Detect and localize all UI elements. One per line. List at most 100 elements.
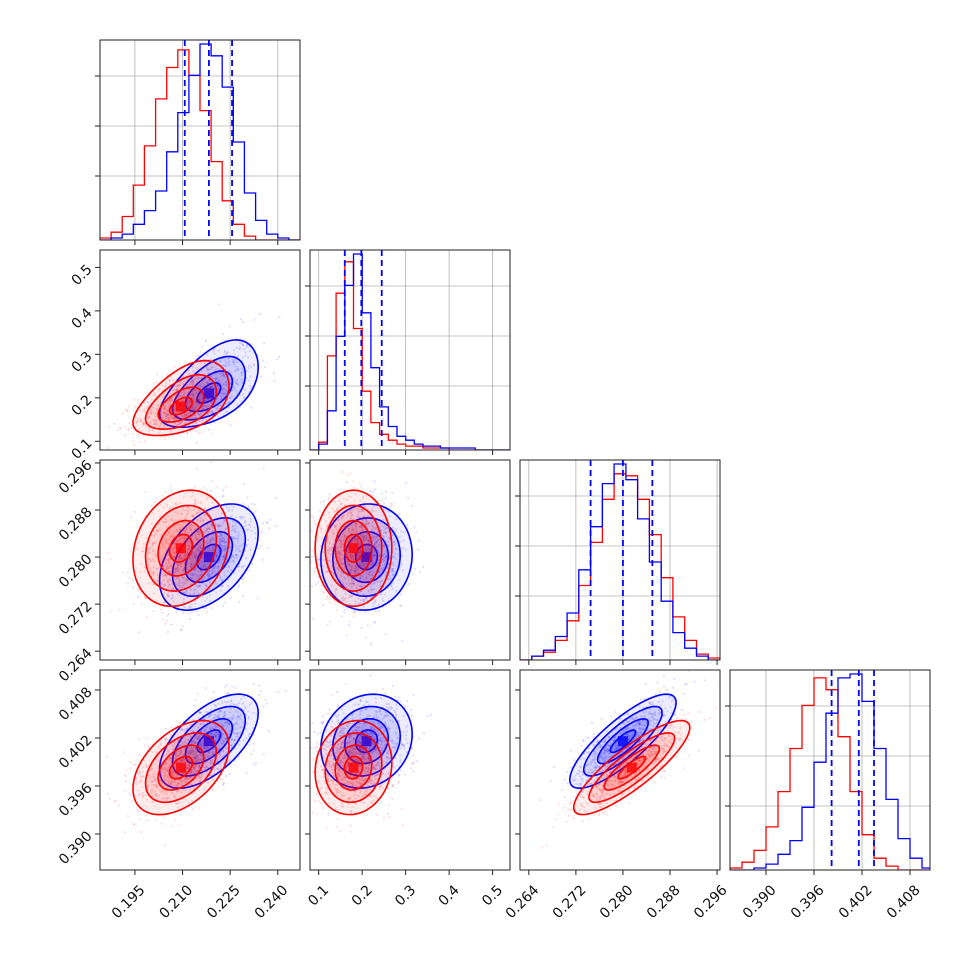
sample-point	[193, 756, 196, 759]
sample-point	[222, 374, 225, 377]
sample-point	[164, 622, 167, 625]
sample-point	[232, 505, 235, 508]
sample-point	[333, 600, 336, 603]
sample-point	[223, 713, 226, 716]
sample-point	[350, 514, 353, 517]
sample-point	[170, 518, 173, 521]
sample-point	[200, 773, 203, 777]
sample-point	[351, 480, 354, 483]
sample-point	[148, 427, 151, 430]
sample-point	[310, 514, 313, 517]
sample-point	[357, 516, 360, 519]
sample-point	[175, 611, 178, 614]
sample-point	[393, 543, 396, 547]
sample-point	[287, 588, 289, 590]
sample-point	[126, 815, 129, 818]
sample-point	[238, 565, 241, 568]
panel-frame	[519, 459, 721, 661]
sample-point	[342, 535, 345, 538]
sample-point	[217, 378, 220, 382]
sample-point	[165, 574, 168, 578]
sample-point	[236, 733, 239, 736]
sample-point	[355, 525, 358, 528]
sample-point	[392, 561, 395, 565]
sample-point	[110, 610, 113, 613]
sample-point	[219, 540, 222, 543]
sample-point	[221, 732, 224, 735]
sample-point	[352, 615, 355, 618]
sample-point	[168, 380, 171, 383]
sample-point	[234, 710, 237, 713]
sample-point	[194, 532, 197, 536]
sample-point	[371, 524, 374, 528]
sample-point	[172, 748, 175, 751]
sample-point	[152, 412, 155, 415]
sample-point	[245, 544, 248, 548]
sample-point	[181, 728, 184, 731]
sample-point	[252, 763, 255, 766]
sample-point	[128, 421, 131, 425]
sample-point	[370, 511, 373, 514]
sample-point	[219, 543, 222, 546]
sample-point	[152, 558, 155, 561]
sample-point	[254, 532, 257, 535]
sample-point	[176, 790, 179, 793]
sample-point	[351, 595, 354, 598]
sample-point	[207, 546, 211, 549]
sample-point	[180, 525, 183, 528]
sample-point	[371, 589, 374, 592]
sample-point	[182, 422, 185, 425]
sample-point	[229, 744, 233, 747]
sample-point	[212, 567, 215, 570]
sample-point	[162, 618, 165, 621]
sample-point	[198, 412, 201, 415]
sample-point	[189, 562, 192, 565]
sample-point	[210, 538, 213, 541]
sample-point	[380, 579, 384, 583]
sample-point	[240, 566, 244, 569]
sample-point	[329, 546, 332, 550]
sample-point	[322, 551, 325, 554]
sample-point	[377, 539, 380, 542]
sample-point	[187, 399, 191, 402]
sample-point	[212, 549, 215, 552]
sample-point	[237, 383, 240, 386]
sample-point	[167, 768, 170, 772]
density-peak-blue	[203, 388, 214, 399]
panel-1-1	[305, 249, 511, 455]
sample-point	[348, 557, 351, 560]
sample-point	[221, 579, 224, 582]
sample-point	[155, 780, 158, 783]
sample-point	[236, 711, 239, 714]
sample-point	[234, 516, 237, 519]
sample-point	[392, 556, 395, 559]
sample-point	[214, 559, 217, 562]
sample-point	[199, 412, 203, 415]
sample-point	[191, 578, 194, 581]
sample-point	[368, 549, 371, 553]
sample-point	[135, 783, 138, 786]
sample-point	[391, 503, 394, 506]
sample-point	[157, 794, 160, 797]
sample-point	[163, 407, 166, 410]
sample-point	[192, 750, 195, 753]
sample-point	[179, 759, 182, 762]
sample-point	[350, 511, 353, 515]
sample-point	[150, 398, 153, 401]
sample-point	[250, 365, 253, 368]
sample-point	[175, 502, 178, 505]
sample-point	[162, 407, 165, 410]
sample-point	[202, 746, 206, 749]
sample-point	[185, 589, 188, 592]
sample-point	[223, 711, 226, 714]
sample-point	[183, 496, 186, 499]
sample-point	[336, 509, 339, 512]
sample-point	[401, 640, 404, 643]
sample-point	[237, 586, 240, 589]
sample-point	[194, 746, 197, 750]
sample-point	[227, 566, 230, 569]
sample-point	[223, 571, 226, 574]
sample-point	[195, 388, 198, 391]
sample-point	[168, 759, 171, 762]
sample-point	[211, 418, 214, 421]
